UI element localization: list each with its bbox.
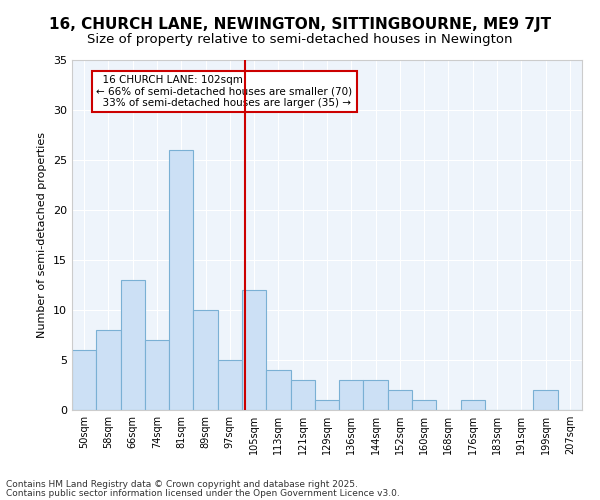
Bar bbox=[290, 380, 315, 410]
Bar bbox=[533, 390, 558, 410]
Bar bbox=[121, 280, 145, 410]
Bar bbox=[364, 380, 388, 410]
Text: 16, CHURCH LANE, NEWINGTON, SITTINGBOURNE, ME9 7JT: 16, CHURCH LANE, NEWINGTON, SITTINGBOURN… bbox=[49, 18, 551, 32]
Bar bbox=[388, 390, 412, 410]
Bar bbox=[218, 360, 242, 410]
Bar bbox=[193, 310, 218, 410]
Bar bbox=[339, 380, 364, 410]
Bar bbox=[412, 400, 436, 410]
Text: Contains public sector information licensed under the Open Government Licence v3: Contains public sector information licen… bbox=[6, 488, 400, 498]
Text: Contains HM Land Registry data © Crown copyright and database right 2025.: Contains HM Land Registry data © Crown c… bbox=[6, 480, 358, 489]
Y-axis label: Number of semi-detached properties: Number of semi-detached properties bbox=[37, 132, 47, 338]
Bar bbox=[72, 350, 96, 410]
Text: Size of property relative to semi-detached houses in Newington: Size of property relative to semi-detach… bbox=[87, 32, 513, 46]
Bar bbox=[461, 400, 485, 410]
Bar bbox=[315, 400, 339, 410]
Text: 16 CHURCH LANE: 102sqm
← 66% of semi-detached houses are smaller (70)
  33% of s: 16 CHURCH LANE: 102sqm ← 66% of semi-det… bbox=[96, 75, 352, 108]
Bar bbox=[169, 150, 193, 410]
Bar bbox=[266, 370, 290, 410]
Bar bbox=[145, 340, 169, 410]
Bar bbox=[96, 330, 121, 410]
Bar bbox=[242, 290, 266, 410]
